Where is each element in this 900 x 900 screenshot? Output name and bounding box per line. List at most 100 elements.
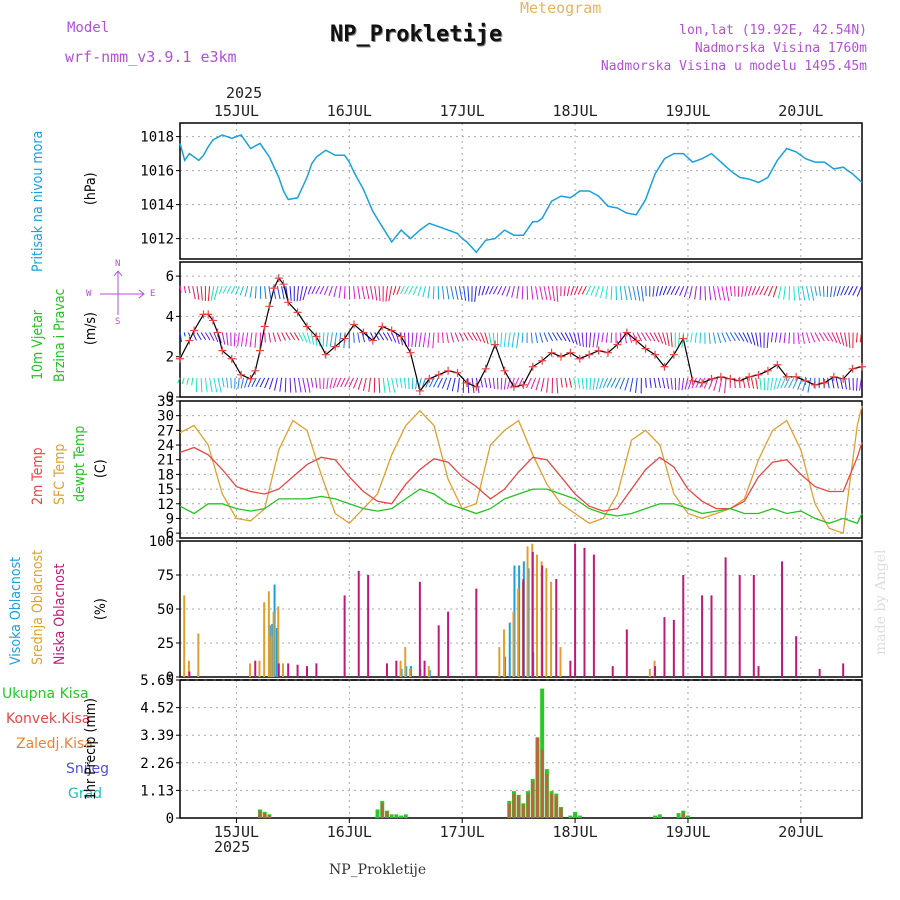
wind-barb	[564, 377, 568, 388]
wind-barb	[353, 332, 355, 343]
wind-barb	[848, 377, 851, 391]
wind-barb	[488, 377, 492, 389]
wind-barb	[352, 377, 359, 389]
wind-barb	[422, 332, 427, 348]
wind-barb	[783, 286, 786, 300]
wind-speed-point	[190, 326, 199, 335]
precip-bar	[657, 814, 662, 818]
y-tick-label: 9	[166, 511, 174, 527]
wind-barb	[560, 332, 567, 342]
cloud-bar	[498, 647, 501, 677]
wind-barb	[750, 332, 756, 346]
model-elevation-readout: Nadmorska Visina u modelu 1495.45m	[600, 59, 867, 74]
wind-barb	[839, 332, 845, 346]
wind-barb	[467, 377, 470, 394]
wind-barb	[315, 285, 321, 295]
wind-barb	[264, 377, 270, 389]
wind-barb	[221, 332, 226, 345]
wind-barb	[378, 332, 385, 341]
wind-barb	[827, 332, 834, 342]
wind-barb	[454, 332, 460, 342]
wind-speed-point	[547, 348, 556, 357]
wind-barb	[797, 286, 801, 301]
panel-frame	[179, 122, 863, 260]
wind-barb	[784, 377, 791, 389]
wind-barb	[368, 377, 371, 393]
wind-barb	[649, 332, 656, 342]
wind-barb	[340, 377, 346, 388]
wind-barb	[311, 285, 316, 295]
wind-barb	[357, 377, 363, 390]
wind-barb	[254, 332, 257, 348]
wind-barb	[767, 377, 769, 391]
bottom-year-label: 2025	[214, 838, 251, 856]
wind-barb	[704, 286, 707, 301]
wind-barb	[690, 332, 693, 343]
wind-barb	[302, 286, 308, 301]
wind-barb	[289, 332, 296, 341]
wind-barb	[196, 286, 200, 300]
wind-barb	[338, 332, 342, 348]
wind-barb	[628, 286, 633, 300]
wind-barb	[319, 285, 325, 295]
wind-barb	[590, 285, 596, 296]
wind-barb	[237, 332, 240, 347]
wind-barb	[516, 332, 520, 349]
wind-barb	[547, 332, 554, 342]
wind-barb	[500, 377, 503, 390]
wind-speed-point	[387, 326, 396, 335]
wind-speed-point	[481, 364, 490, 373]
y-tick-label: 4	[166, 309, 174, 325]
cloud-bar	[249, 663, 252, 677]
y-tick-label: 30	[157, 409, 174, 425]
wind-barb	[833, 286, 837, 297]
wind-speed-point	[688, 376, 697, 385]
precip-bar	[573, 811, 578, 818]
cloud-bar	[682, 575, 685, 677]
wind-barb	[681, 377, 685, 391]
lonlat-readout: lon,lat (19.92E, 42.54N)	[679, 23, 867, 38]
wind-barb	[818, 332, 825, 342]
wind-barb	[653, 332, 660, 343]
precip-bar	[577, 815, 582, 818]
cloud-bar	[752, 575, 755, 677]
wind-barb	[605, 332, 609, 343]
wind-barb	[585, 285, 592, 295]
wind-speed-point	[340, 334, 349, 343]
wind-barb	[806, 286, 810, 301]
wind-barb	[738, 332, 745, 342]
wind-barb	[783, 332, 786, 344]
bottom-x-tick-label: 16JUL	[327, 823, 372, 841]
wind-barb	[441, 286, 445, 300]
wind-speed-point	[528, 362, 537, 371]
wind-barb	[581, 377, 584, 390]
wind-barb	[213, 286, 219, 300]
cloud-bar	[781, 561, 784, 677]
wind-barb	[755, 285, 761, 296]
wind-barb	[751, 285, 757, 296]
wind-barb	[293, 332, 300, 341]
wind-barb	[742, 332, 749, 343]
wind-barb	[840, 285, 846, 296]
wind-barb	[801, 286, 806, 301]
wind-speed-point	[331, 342, 340, 351]
wind-speed-point	[782, 372, 791, 381]
wind-barb	[332, 377, 338, 389]
wind-barb	[192, 286, 196, 300]
wind-barb	[540, 377, 545, 392]
wind-barb	[467, 286, 470, 302]
dewpt-line	[179, 488, 863, 525]
wind-speed-point	[801, 376, 810, 385]
precip-bar	[385, 811, 389, 818]
wind-barb	[600, 286, 604, 299]
y-tick-label: 1016	[140, 164, 174, 180]
wind-speed-point	[251, 366, 260, 375]
wind-barb	[357, 286, 361, 300]
wind-barb	[712, 286, 717, 301]
wind-barb	[640, 286, 644, 302]
wind-barb	[589, 377, 592, 390]
wind-barb	[408, 377, 410, 390]
cloud-bar	[625, 629, 628, 677]
cloud-bar	[503, 629, 506, 677]
cloud-bar	[583, 547, 586, 677]
